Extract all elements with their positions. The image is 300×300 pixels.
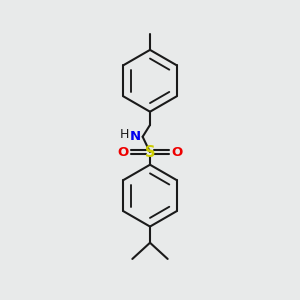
Text: H: H xyxy=(120,128,129,142)
Text: N: N xyxy=(130,130,141,143)
Text: S: S xyxy=(145,145,155,160)
Text: O: O xyxy=(117,146,128,159)
Text: O: O xyxy=(172,146,183,159)
